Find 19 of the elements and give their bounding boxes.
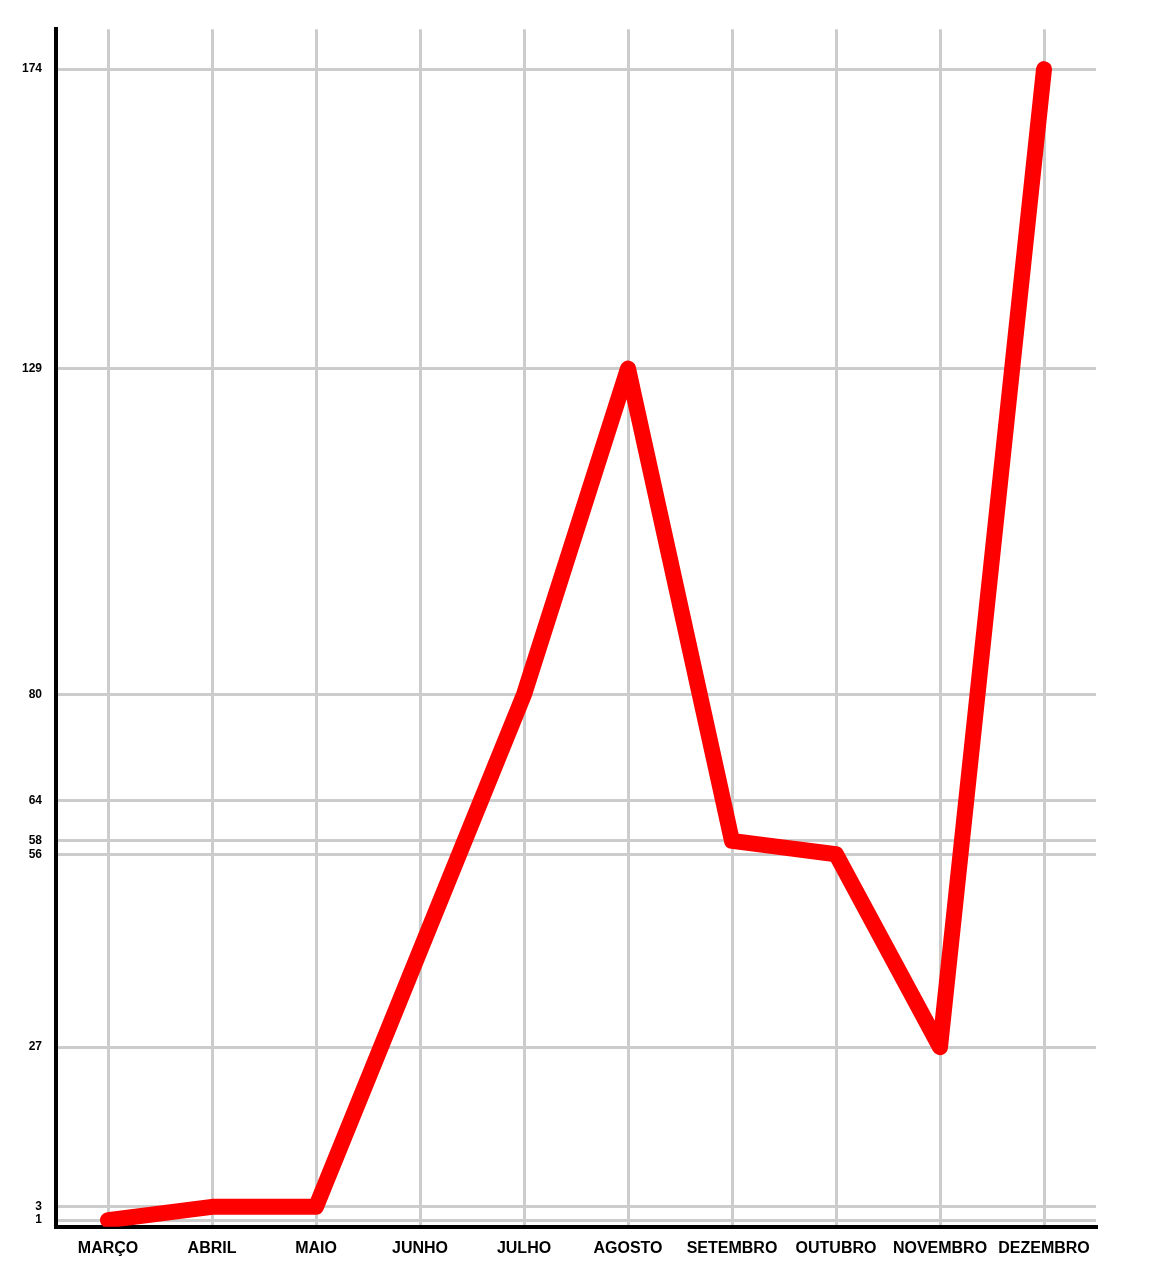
x-tick-label: MAIO [295,1238,337,1256]
y-tick-label: 80 [28,686,43,701]
x-tick-label: JULHO [496,1238,552,1256]
x-tick-label: SETEMBRO [686,1238,778,1256]
y-tick-label: 3 [35,1199,43,1214]
y-tick-label: 174 [21,61,43,76]
x-tick-label: NOVEMBRO [892,1238,988,1256]
x-tick-label: OUTUBRO [795,1238,877,1256]
y-tick-label: 27 [28,1039,43,1054]
y-tick-label: 129 [21,360,43,375]
y-tick-label: 58 [28,833,43,848]
y-tick-label: 64 [28,793,43,808]
x-tick-label: ABRIL [187,1238,237,1256]
y-tick-label: 56 [28,846,43,861]
x-tick-label: AGOSTO [593,1238,663,1256]
x-tick-label: MARÇO [77,1238,139,1256]
x-tick-label: JUNHO [392,1238,449,1256]
x-tick-label: DEZEMBRO [998,1238,1090,1256]
y-tick-label: 1 [35,1212,43,1227]
